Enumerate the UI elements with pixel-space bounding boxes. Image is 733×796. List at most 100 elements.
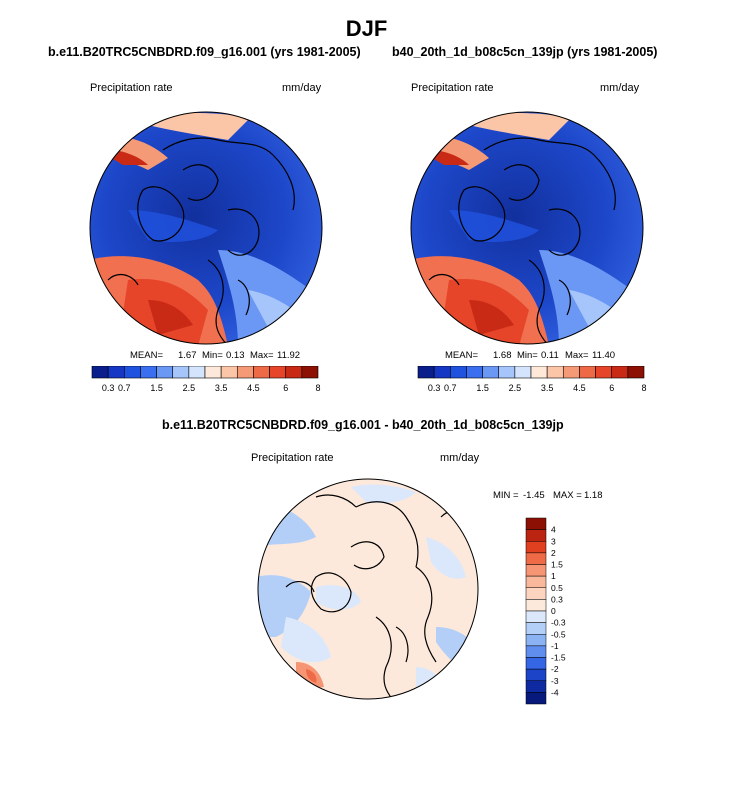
panel3-colorbar-tick-label: 3	[551, 536, 556, 546]
panel1-colorbar-tick-label: 1.5	[150, 383, 163, 393]
panel2-colorbar-swatch	[611, 366, 629, 379]
panel1-max-label: Max=	[250, 350, 274, 361]
panel1-title: b.e11.B20TRC5CNBDRD.f09_g16.001 (yrs 198…	[48, 45, 361, 59]
panel2-min-label: Min=	[517, 350, 538, 361]
panel3-colorbar-swatch	[525, 645, 547, 658]
panel2-colorbar-swatch	[595, 366, 613, 379]
panel1-colorbar-swatch	[236, 366, 254, 379]
panel1-colorbar-swatch	[204, 366, 222, 379]
panel1-colorbar-swatch	[188, 366, 206, 379]
panel1-colorbar-swatch	[253, 366, 270, 379]
panel1-colorbar-swatch	[172, 366, 190, 379]
panel2-colorbar-tick-label: 1.5	[476, 383, 489, 393]
panel2-variable-label: Precipitation rate	[411, 82, 494, 94]
panel3-max-label: MAX =	[553, 490, 582, 501]
panel3-colorbar-tick-label: 0.5	[551, 583, 563, 593]
panel3-colorbar-swatch	[525, 610, 547, 623]
panel1-colorbar-tick-label: 0.7	[118, 383, 131, 393]
panel2-colorbar-tick-label: 2.5	[509, 383, 522, 393]
panel1-colorbar-tick-label: 3.5	[215, 383, 228, 393]
panel3-colorbar-swatch	[525, 529, 547, 542]
panel1-colorbar-tick-label: 2.5	[183, 383, 196, 393]
panel1-mean-label: MEAN=	[130, 350, 163, 361]
panel2-colorbar-swatch	[562, 366, 580, 379]
panel1-polar-map	[89, 111, 323, 345]
panel3-title: b.e11.B20TRC5CNBDRD.f09_g16.001 - b40_20…	[162, 418, 564, 432]
panel3-colorbar-tick-label: -1.5	[551, 653, 566, 663]
panel3-units-label: mm/day	[440, 452, 480, 464]
panel2-title: b40_20th_1d_b08c5cn_139jp (yrs 1981-2005…	[392, 45, 658, 59]
panel1-colorbar-swatch	[140, 366, 157, 379]
panel1-colorbar-tick-label: 0.3	[102, 383, 115, 393]
panel3-colorbar-swatch	[525, 634, 547, 647]
panel1-colorbar-swatch	[91, 366, 109, 379]
panel1-colorbar-swatch	[220, 366, 238, 379]
panel1-colorbar-swatch	[123, 366, 141, 379]
panel2-colorbar-tick-label: 8	[641, 383, 646, 393]
panel1-colorbar-swatch	[156, 366, 174, 379]
panel3-colorbar-swatch	[525, 575, 547, 588]
panel3-colorbar-tick-label: -0.5	[551, 629, 566, 639]
panel3-colorbar-swatch	[525, 599, 547, 612]
panel2-colorbar-swatch	[482, 366, 500, 379]
panel3-colorbar-swatch	[525, 564, 547, 577]
panel1-colorbar-tick-label: 6	[283, 383, 288, 393]
panel2-colorbar-swatch	[466, 366, 483, 379]
panel2-colorbar-tick-label: 0.3	[428, 383, 441, 393]
panel3-colorbar-swatch	[525, 622, 547, 635]
panel1-mean-value: 1.67	[178, 350, 197, 361]
panel2-polar-map	[410, 111, 644, 345]
panel3-colorbar-swatch	[525, 657, 547, 670]
panel2-colorbar-tick-label: 3.5	[541, 383, 554, 393]
panel3-colorbar-tick-label: -4	[551, 687, 559, 697]
panel1-colorbar-tick-label: 8	[315, 383, 320, 393]
panel3-min-label: MIN =	[493, 490, 519, 501]
panel2-colorbar-swatch	[433, 366, 451, 379]
figure-title: DJF	[345, 16, 388, 41]
panel2-min-value: 0.11	[541, 350, 559, 361]
panel3-colorbar-tick-label: 0.3	[551, 594, 563, 604]
panel3-colorbar-swatch	[525, 692, 547, 705]
panel1-units-label: mm/day	[282, 82, 322, 94]
panel3-polar-map	[257, 478, 479, 700]
panel3-colorbar: 43 2 1.51 0.50.3 0 -0.3-0.5 -1 -1.5-2 -3-4	[525, 517, 566, 705]
panel1-colorbar-swatch	[301, 366, 319, 379]
panel3-min-value: -1.45	[523, 490, 545, 501]
panel3-colorbar-swatch	[525, 552, 547, 565]
panel1-colorbar-swatch	[269, 366, 287, 379]
panel3-colorbar-tick-label: 2	[551, 548, 556, 558]
panel2-mean-value: 1.68	[493, 350, 512, 361]
panel1-variable-label: Precipitation rate	[90, 82, 173, 94]
panel2-colorbar-swatch	[579, 366, 596, 379]
panel1-colorbar-swatch	[107, 366, 125, 379]
panel3-colorbar-tick-label: 1	[551, 571, 556, 581]
panel1-min-value: 0.13	[226, 350, 245, 361]
panel2-colorbar: 0.3 0.7 1.5 2.5 3.5 4.5 6 8	[417, 366, 647, 393]
panel3-colorbar-swatch	[525, 517, 547, 530]
panel2-units-label: mm/day	[600, 82, 640, 94]
panel2-colorbar-tick-label: 6	[609, 383, 614, 393]
panel3-colorbar-tick-label: -2	[551, 664, 559, 674]
panel2-colorbar-swatch	[498, 366, 516, 379]
panel2-colorbar-swatch	[530, 366, 548, 379]
panel2-mean-label: MEAN=	[445, 350, 478, 361]
panel3-colorbar-swatch	[525, 587, 547, 600]
panel3-colorbar-tick-label: 4	[551, 525, 556, 535]
panel1-colorbar: 0.3 0.7 1.5 2.5 3.5 4.5 6 8	[91, 366, 321, 393]
panel3-colorbar-swatch	[525, 680, 547, 693]
panel3-colorbar-tick-label: 0	[551, 606, 556, 616]
panel2-colorbar-swatch	[417, 366, 435, 379]
panel1-min-label: Min=	[202, 350, 223, 361]
panel3-colorbar-tick-label: 1.5	[551, 560, 563, 570]
panel1-colorbar-swatch	[285, 366, 303, 379]
panel1-max-value: 11.92	[277, 350, 301, 361]
panel2-max-value: 11.40	[592, 350, 616, 361]
panel3-colorbar-swatch	[525, 668, 547, 681]
panel3-colorbar-tick-label: -3	[551, 676, 559, 686]
panel2-colorbar-tick-label: 4.5	[573, 383, 586, 393]
panel2-colorbar-swatch	[627, 366, 645, 379]
panel2-max-label: Max=	[565, 350, 589, 361]
panel1-colorbar-tick-label: 4.5	[247, 383, 260, 393]
panel3-colorbar-swatch	[525, 541, 547, 554]
panel3-colorbar-tick-label: -1	[551, 641, 559, 651]
